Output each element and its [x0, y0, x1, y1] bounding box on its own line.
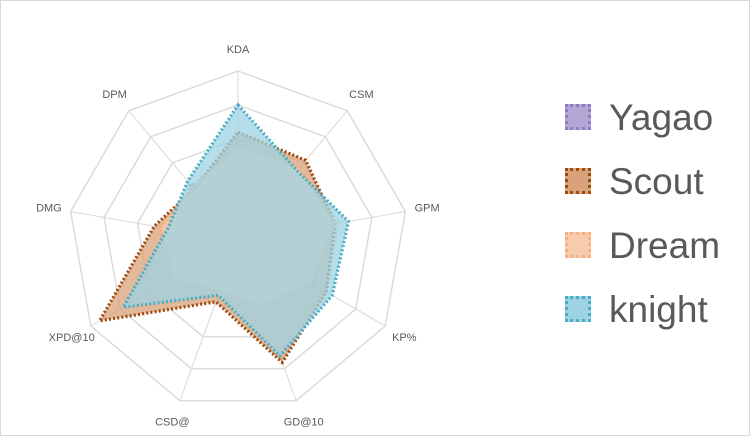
legend-item-yagao[interactable]: Yagao — [563, 96, 743, 146]
radar-chart: KDA CSM GPM KP% GD@10 CSD@ XPD@10 DMG DPM — [36, 44, 440, 428]
legend-swatch-knight — [565, 296, 591, 322]
axis-label-kp-: KP% — [392, 332, 417, 344]
legend-swatch-scout — [565, 168, 591, 194]
legend-label-dream: Dream — [609, 225, 721, 266]
axis-labels: KDA CSM GPM KP% GD@10 CSD@ XPD@10 DMG DPM — [36, 44, 440, 428]
legend-label-yagao: Yagao — [609, 97, 714, 138]
legend-swatch-dream — [565, 232, 591, 258]
radar-series-layer — [96, 102, 351, 365]
axis-label-gpm: GPM — [415, 203, 440, 215]
axis-label-kda: KDA — [227, 44, 250, 56]
grid-ring-5 — [69, 70, 407, 402]
axis-label-dmg: DMG — [36, 203, 62, 215]
axis-label-dpm: DPM — [102, 89, 126, 101]
axis-label-csm: CSM — [349, 89, 373, 101]
legend-swatch-yagao — [565, 104, 591, 130]
axis-label-xpd-10: XPD@10 — [49, 332, 95, 344]
legend-label-knight: knight — [609, 289, 708, 330]
grid-ring-4 — [103, 104, 373, 370]
legend-item-scout[interactable]: Scout — [563, 160, 743, 210]
series-knight — [120, 102, 351, 359]
legend-item-knight[interactable]: knight — [563, 288, 743, 338]
legend-label-scout: Scout — [609, 161, 704, 202]
legend-item-dream[interactable]: Dream — [563, 224, 743, 274]
axis-label-csd-: CSD@ — [155, 416, 189, 428]
axis-label-gd-10: GD@10 — [284, 416, 324, 428]
